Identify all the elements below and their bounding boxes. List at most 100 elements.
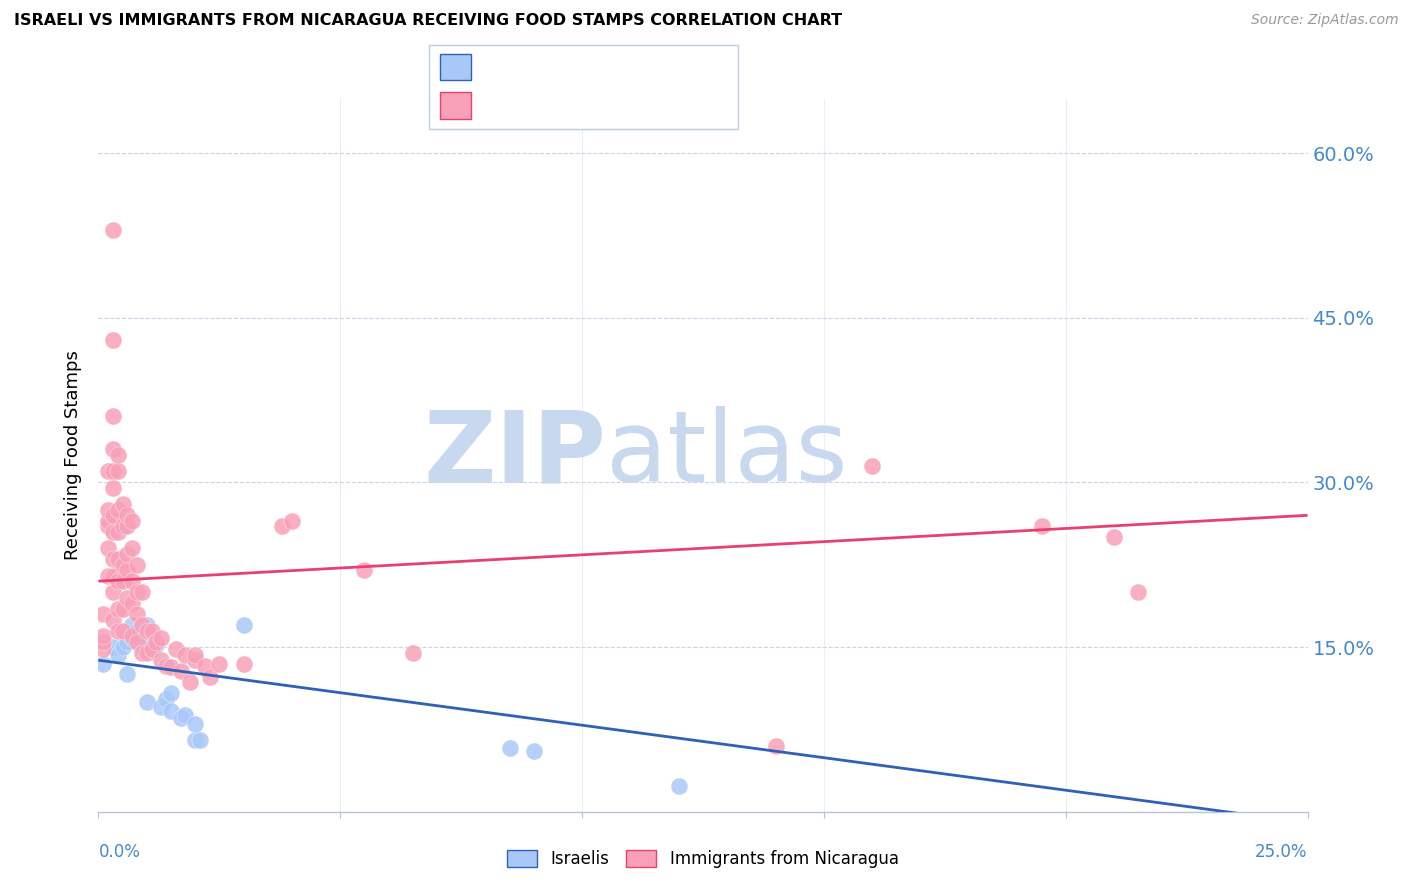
- Point: [141, 624, 163, 638]
- Point: [160, 704, 183, 718]
- Point: [91, 657, 114, 671]
- Point: [97, 568, 120, 582]
- Point: [121, 541, 143, 556]
- Point: [121, 514, 143, 528]
- Point: [765, 739, 787, 753]
- Point: [184, 648, 207, 662]
- Point: [155, 658, 177, 673]
- Point: [232, 657, 254, 671]
- Point: [101, 568, 124, 582]
- Point: [97, 541, 120, 556]
- Point: [101, 640, 124, 654]
- Text: ISRAELI VS IMMIGRANTS FROM NICARAGUA RECEIVING FOOD STAMPS CORRELATION CHART: ISRAELI VS IMMIGRANTS FROM NICARAGUA REC…: [14, 13, 842, 29]
- Point: [111, 574, 134, 589]
- Point: [107, 574, 129, 589]
- Point: [101, 442, 124, 457]
- Point: [184, 717, 207, 731]
- Point: [117, 591, 139, 605]
- Point: [101, 333, 124, 347]
- Point: [127, 625, 149, 640]
- Point: [111, 558, 134, 572]
- Point: [117, 508, 139, 523]
- Point: [121, 618, 143, 632]
- Text: R =   0.103   N = 81: R = 0.103 N = 81: [485, 96, 652, 114]
- Point: [169, 711, 191, 725]
- Point: [198, 670, 221, 684]
- Point: [97, 464, 120, 478]
- Point: [97, 503, 120, 517]
- Point: [107, 448, 129, 462]
- Point: [101, 552, 124, 566]
- Point: [174, 648, 197, 662]
- Point: [101, 524, 124, 539]
- Point: [121, 574, 143, 589]
- Point: [127, 585, 149, 599]
- Point: [169, 664, 191, 678]
- Point: [101, 585, 124, 599]
- Point: [135, 624, 157, 638]
- Point: [107, 552, 129, 566]
- Point: [127, 634, 149, 648]
- Legend: Israelis, Immigrants from Nicaragua: Israelis, Immigrants from Nicaragua: [501, 843, 905, 875]
- Point: [107, 464, 129, 478]
- Point: [135, 646, 157, 660]
- Text: ZIP: ZIP: [423, 407, 606, 503]
- Point: [1128, 585, 1150, 599]
- Point: [101, 223, 124, 237]
- Point: [150, 700, 173, 714]
- Point: [402, 646, 425, 660]
- Point: [107, 624, 129, 638]
- Point: [107, 601, 129, 615]
- Point: [91, 634, 114, 648]
- Point: [141, 642, 163, 657]
- Point: [860, 458, 883, 473]
- Point: [107, 503, 129, 517]
- Point: [121, 632, 143, 646]
- Point: [165, 642, 187, 657]
- Point: [131, 640, 153, 654]
- Point: [111, 497, 134, 511]
- Point: [101, 508, 124, 523]
- Point: [127, 607, 149, 621]
- Point: [121, 596, 143, 610]
- Point: [131, 646, 153, 660]
- Point: [135, 695, 157, 709]
- Point: [101, 464, 124, 478]
- Point: [131, 634, 153, 648]
- Point: [117, 547, 139, 561]
- Point: [498, 741, 520, 756]
- Point: [117, 519, 139, 533]
- Point: [208, 657, 231, 671]
- Point: [127, 558, 149, 572]
- Point: [179, 675, 201, 690]
- Point: [160, 686, 183, 700]
- Y-axis label: Receiving Food Stamps: Receiving Food Stamps: [65, 350, 83, 560]
- Point: [232, 618, 254, 632]
- Point: [97, 519, 120, 533]
- Point: [1102, 530, 1125, 544]
- Point: [174, 708, 197, 723]
- Point: [117, 634, 139, 648]
- Point: [111, 519, 134, 533]
- Point: [101, 409, 124, 424]
- Point: [184, 733, 207, 747]
- Point: [131, 618, 153, 632]
- Point: [194, 658, 217, 673]
- Point: [160, 660, 183, 674]
- Point: [127, 624, 149, 638]
- Point: [111, 601, 134, 615]
- Point: [107, 524, 129, 539]
- Point: [97, 514, 120, 528]
- Text: R = -0.540   N = 28: R = -0.540 N = 28: [485, 58, 648, 76]
- Text: 0.0%: 0.0%: [98, 843, 141, 861]
- Point: [150, 653, 173, 667]
- Point: [91, 607, 114, 621]
- Point: [281, 514, 304, 528]
- Point: [668, 780, 690, 794]
- Point: [188, 733, 211, 747]
- Point: [101, 613, 124, 627]
- Point: [271, 519, 294, 533]
- Point: [117, 563, 139, 577]
- Point: [353, 563, 375, 577]
- Text: atlas: atlas: [606, 407, 848, 503]
